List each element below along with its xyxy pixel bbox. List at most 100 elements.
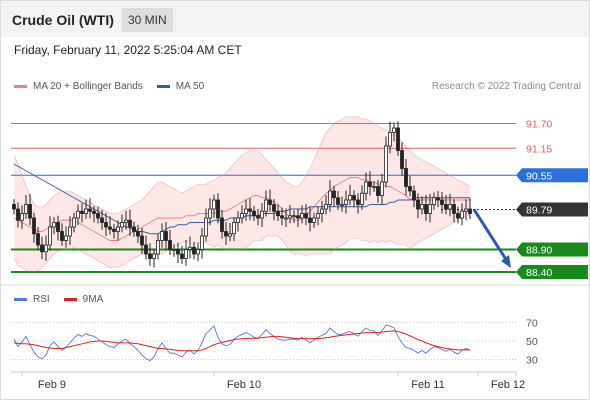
candle-body	[332, 190, 336, 199]
candle-body	[280, 215, 284, 219]
candle-body	[400, 150, 404, 169]
candle-body	[236, 217, 240, 223]
level-label-88.90: 88.90	[526, 245, 552, 257]
price-legend: MA 20 + Bollinger Bands MA 50	[14, 81, 204, 92]
candle-body	[396, 127, 400, 151]
candle-body	[260, 210, 264, 219]
credit-text: Research © 2022 Trading Central	[431, 81, 581, 92]
candle-body	[80, 210, 84, 214]
candle-body	[156, 240, 160, 255]
candle-body	[324, 204, 328, 210]
candle-body	[116, 226, 120, 232]
candle-body	[328, 190, 332, 205]
candle-body	[152, 253, 156, 259]
candle-body	[224, 231, 228, 237]
candle-body	[444, 204, 448, 210]
candle-body	[208, 208, 212, 219]
candle-body	[452, 204, 456, 214]
candle-body	[176, 249, 180, 255]
candle-body	[120, 222, 124, 228]
candle-body	[56, 222, 60, 232]
candle-body	[460, 210, 464, 219]
candle-body	[192, 246, 196, 255]
candle-body	[336, 197, 340, 205]
candle-body	[368, 181, 372, 187]
x-tick-label: Feb 12	[491, 379, 525, 391]
candle-body	[76, 210, 80, 219]
candle-body	[244, 208, 248, 214]
candle-body	[184, 249, 188, 259]
candle-body	[212, 199, 216, 210]
candle-body	[188, 246, 192, 250]
candle-body	[296, 215, 300, 219]
rsi-legend-label: RSI	[33, 294, 50, 305]
candle-body	[52, 222, 56, 228]
rsi-ma-legend-label: 9MA	[82, 294, 104, 305]
level-tag-88.90	[516, 242, 588, 257]
candle-body	[148, 253, 152, 259]
candle-body	[292, 215, 296, 218]
candle-body	[124, 219, 128, 223]
candle-body	[344, 199, 348, 205]
candle-body	[60, 231, 64, 241]
candle-body	[428, 204, 432, 214]
candle-body	[376, 186, 380, 196]
candle-body	[220, 217, 224, 232]
rsi-tick-30: 30	[526, 355, 538, 367]
candle-body	[420, 204, 424, 210]
candle-body	[88, 208, 92, 212]
candle-body	[164, 231, 168, 241]
candle-body	[432, 197, 436, 205]
candle-body	[364, 181, 368, 194]
candle-body	[268, 199, 272, 205]
forecast-arrow-head	[501, 255, 511, 268]
candle-body	[356, 199, 360, 205]
candle-body	[48, 226, 52, 246]
candle-body	[20, 213, 24, 221]
x-tick-label: Feb 9	[38, 379, 66, 391]
rsi-line	[13, 324, 471, 362]
candle-body	[32, 217, 36, 235]
candle-body	[200, 235, 204, 250]
candle-body	[392, 127, 396, 133]
candle-body	[456, 213, 460, 219]
instrument-title: Crude Oil (WTI)	[12, 12, 114, 28]
candle-body	[204, 217, 208, 237]
candle-body	[180, 253, 184, 259]
candle-body	[448, 204, 452, 210]
candle-body	[264, 199, 268, 212]
candle-body	[348, 195, 352, 201]
candle-body	[232, 222, 236, 235]
candle-body	[404, 168, 408, 187]
bollinger-swatch	[14, 85, 27, 88]
bollinger-band-area	[14, 116, 470, 272]
level-label-91.15: 91.15	[526, 143, 552, 155]
candle-body	[416, 199, 420, 210]
ma50-legend-label: MA 50	[175, 81, 205, 92]
candle-body	[228, 233, 232, 237]
candle-body	[352, 195, 356, 201]
candle-body	[252, 210, 256, 217]
candle-body	[36, 233, 40, 246]
timeframe-badge[interactable]: 30 MIN	[122, 8, 173, 32]
candle-body	[100, 217, 104, 223]
candle-body	[28, 204, 32, 219]
candle-body	[108, 226, 112, 230]
candle-body	[144, 244, 148, 255]
rsi-tick-70: 70	[526, 317, 538, 329]
level-label-89.79: 89.79	[526, 204, 552, 216]
candle-body	[136, 231, 140, 237]
ma50-swatch	[156, 85, 170, 88]
timestamp: Friday, February 11, 2022 5:25:04 AM CET	[14, 43, 242, 57]
candle-body	[240, 213, 244, 219]
candle-body	[16, 208, 20, 221]
candle-body	[464, 208, 468, 212]
candle-body	[160, 231, 164, 241]
candle-body	[408, 186, 412, 192]
candle-body	[112, 228, 116, 232]
candle-body	[372, 186, 376, 188]
candle-body	[84, 208, 88, 214]
rsi-ma-line	[13, 330, 470, 352]
candle-body	[300, 213, 304, 219]
